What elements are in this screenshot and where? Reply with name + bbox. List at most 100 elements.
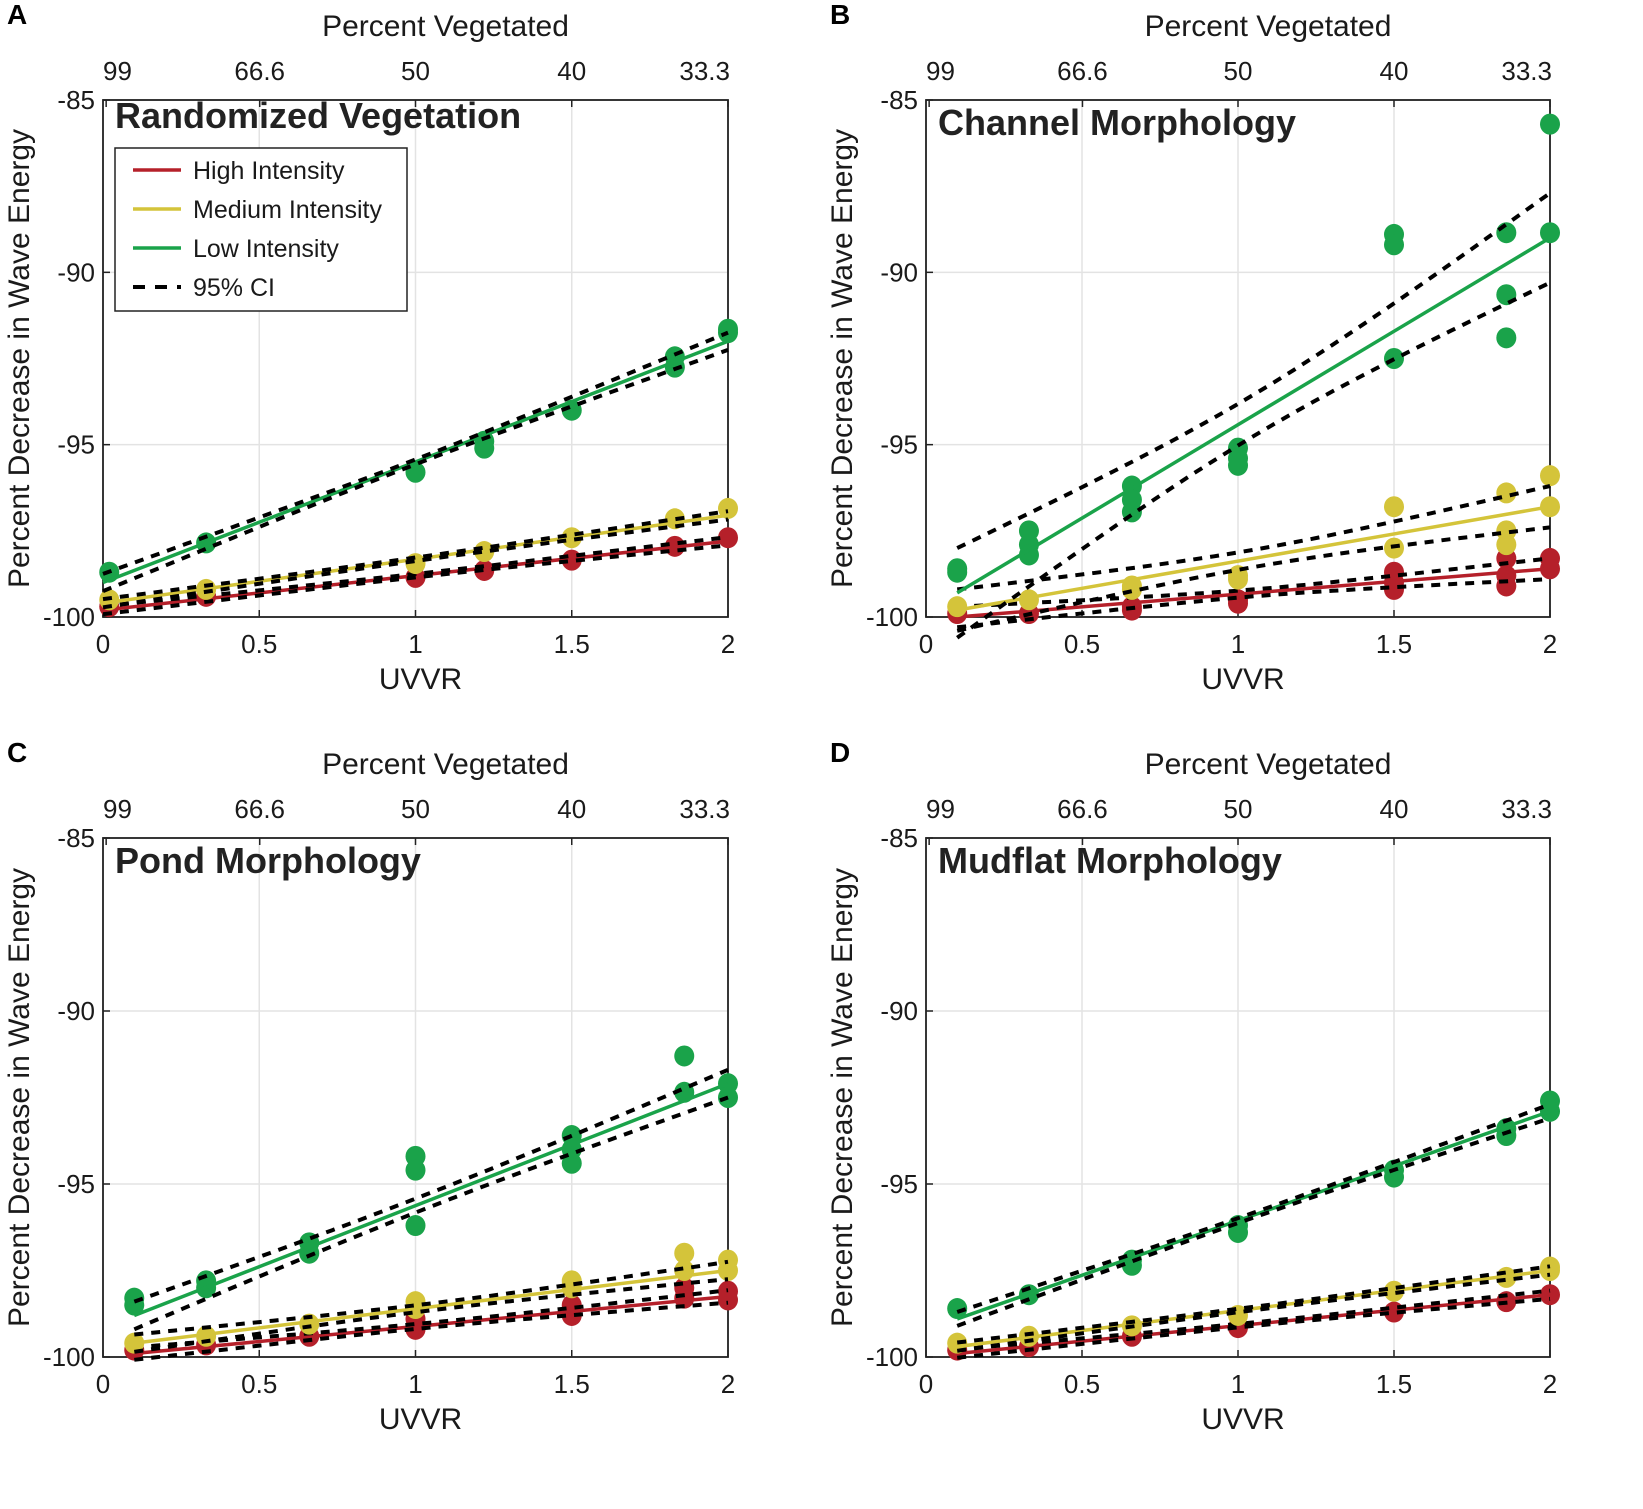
fit-line <box>134 1294 729 1356</box>
ci-line-upper <box>956 1102 1551 1314</box>
x-tick-label: 1 <box>1231 629 1245 659</box>
data-point <box>561 1152 582 1174</box>
top-tick-label: 33.3 <box>679 56 730 86</box>
series-medium-intensity <box>947 465 1560 633</box>
panel-letter: D <box>830 737 850 768</box>
series-medium-intensity <box>124 1242 738 1354</box>
y-axis-label: Percent Decrease in Wave Energy <box>826 868 859 1327</box>
ci-line-lower <box>956 1272 1551 1353</box>
fit-line <box>956 504 1551 612</box>
panel-c: 0 0.5 1 1.5 2 -85 -90 -95 -100 99 66.6 50 40 33.3 Perc… <box>3 737 738 1436</box>
ci-line-upper <box>956 484 1551 592</box>
ci-line-lower <box>102 543 729 617</box>
panel-letter: B <box>830 0 850 30</box>
ci-line-lower <box>956 1116 1551 1328</box>
series-medium-intensity <box>947 1256 1560 1354</box>
x-tick-label: 0.5 <box>241 1369 277 1399</box>
y-tick-label: -95 <box>880 1169 918 1199</box>
top-tick-label: 40 <box>1380 794 1409 824</box>
x-tick-label: 0.5 <box>1064 1369 1100 1399</box>
top-axis-label: Percent Vegetated <box>322 748 569 781</box>
data-point <box>1018 544 1039 566</box>
fit-line <box>102 513 729 605</box>
y-tick-label: -90 <box>57 257 95 287</box>
data-point <box>947 1298 968 1320</box>
x-tick-label: 1.5 <box>554 629 590 659</box>
y-tick-label: -100 <box>866 1342 918 1372</box>
y-tick-label: -95 <box>57 430 95 460</box>
ci-line-lower <box>134 1277 729 1354</box>
ci-line-lower <box>134 1300 729 1362</box>
top-tick-label: 99 <box>103 56 132 86</box>
y-tick-label: -95 <box>57 1169 95 1199</box>
data-point <box>1121 578 1142 600</box>
legend-label: Low Intensity <box>193 235 339 263</box>
x-tick-label: 0 <box>919 629 933 659</box>
top-tick-label: 50 <box>401 794 430 824</box>
y-tick-label: -100 <box>43 1342 95 1372</box>
data-point <box>1384 496 1404 518</box>
legend-label: Medium Intensity <box>193 196 382 224</box>
panel-title: Mudflat Morphology <box>938 840 1282 881</box>
series-low-intensity <box>947 113 1560 640</box>
data-point <box>405 1159 426 1181</box>
top-tick-label: 40 <box>557 794 586 824</box>
ci-line-lower <box>133 1095 729 1332</box>
data-point <box>1228 568 1248 590</box>
series-high-intensity <box>947 547 1560 630</box>
top-tick-label: 50 <box>1224 56 1253 86</box>
data-point <box>1384 1166 1404 1188</box>
x-tick-label: 2 <box>721 1369 735 1399</box>
x-tick-label: 2 <box>721 629 735 659</box>
data-point <box>718 497 738 519</box>
fit-line <box>956 1268 1551 1349</box>
y-axis-label: Percent Decrease in Wave Energy <box>826 129 859 588</box>
ci-line-upper <box>957 1288 1551 1352</box>
data-point <box>405 1215 426 1237</box>
data-point <box>674 1287 695 1309</box>
data-point <box>1018 589 1039 611</box>
fit-line <box>956 1109 1551 1321</box>
plot-frame <box>102 99 729 618</box>
y-tick-label: -100 <box>43 602 95 632</box>
x-tick-label: 0.5 <box>1064 629 1100 659</box>
ci-line-upper <box>134 1259 729 1337</box>
ci-line-lower <box>956 1296 1551 1360</box>
x-axis-label: UVVR <box>379 663 462 696</box>
panel-title: Channel Morphology <box>938 102 1296 143</box>
data-point <box>674 1045 695 1067</box>
y-tick-label: -85 <box>57 85 95 115</box>
y-tick-label: -100 <box>866 602 918 632</box>
top-tick-label: 33.3 <box>1501 794 1552 824</box>
panel-title: Randomized Vegetation <box>115 95 521 136</box>
x-axis-label: UVVR <box>379 1403 462 1436</box>
x-axis-label: UVVR <box>1201 1403 1284 1436</box>
panel-letter: A <box>7 0 27 30</box>
data-point <box>947 596 968 618</box>
data-point <box>674 1242 695 1264</box>
panel-d: 0 0.5 1 1.5 2 -85 -90 -95 -100 99 66.6 50 40 33.3 Perc… <box>826 737 1560 1436</box>
top-tick-label: 33.3 <box>1501 56 1552 86</box>
x-tick-label: 0.5 <box>241 629 277 659</box>
data-point <box>947 561 968 583</box>
ci-line-upper <box>957 556 1551 609</box>
x-tick-label: 2 <box>1543 1369 1557 1399</box>
x-tick-label: 1 <box>408 1369 422 1399</box>
x-tick-label: 0 <box>96 629 110 659</box>
panel-letter: C <box>7 737 27 768</box>
ci-line-lower <box>956 577 1551 630</box>
y-axis-label: Percent Decrease in Wave Energy <box>3 129 36 588</box>
top-tick-label: 99 <box>926 794 955 824</box>
data-point <box>1496 327 1517 349</box>
y-tick-label: -85 <box>880 823 918 853</box>
fit-line <box>133 1082 729 1318</box>
legend-box <box>114 147 408 312</box>
data-point <box>474 541 495 563</box>
ci-line-upper <box>102 330 729 576</box>
ci-line-upper <box>133 1067 729 1304</box>
data-point <box>1228 454 1248 476</box>
x-axis-label: UVVR <box>1201 663 1284 696</box>
series-medium-intensity <box>99 497 738 611</box>
x-tick-label: 0 <box>919 1369 933 1399</box>
